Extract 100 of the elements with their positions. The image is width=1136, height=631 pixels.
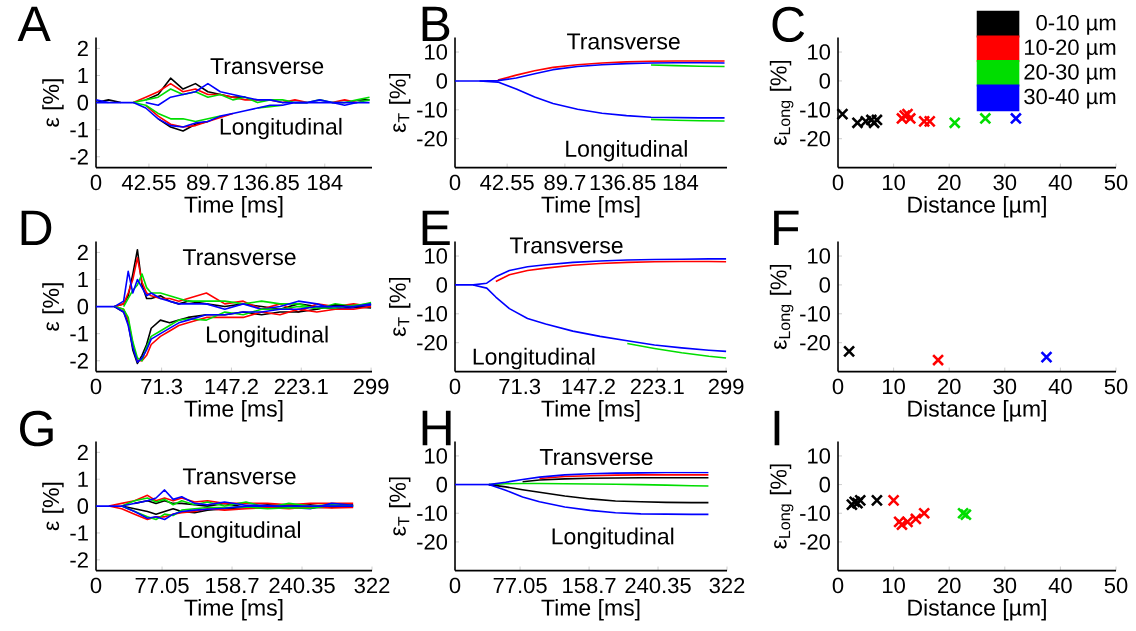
annotation: Transverse	[182, 249, 296, 266]
x-tick-label: 77.05	[135, 577, 189, 594]
x-tick-label: 240.35	[625, 577, 691, 594]
annotation: Transverse	[210, 58, 324, 75]
x-tick-label: 40	[1048, 577, 1072, 594]
y-axis-title: ε [%]	[42, 483, 64, 531]
y-tick-label: -2	[70, 353, 88, 369]
y-tick-label: -10	[800, 505, 831, 522]
y-tick-label: -10	[417, 505, 448, 522]
annotation: Transverse	[567, 33, 680, 50]
x-tick-label: 0	[832, 174, 844, 191]
chart-title: C	[772, 6, 805, 43]
x-tick-label: 10	[883, 577, 905, 594]
y-tick-label: 1	[78, 471, 88, 487]
x-tick-label: 20	[938, 174, 961, 191]
x-tick-label: 0	[832, 577, 844, 594]
x-tick-label: 0	[449, 378, 461, 395]
annotation: Transverse	[182, 468, 296, 485]
chart-title: E	[422, 210, 450, 246]
y-tick-label: 10	[425, 448, 448, 464]
y-axis-title: ε$_{T}$ [%]	[388, 477, 411, 536]
y-tick-label: -1	[70, 525, 88, 541]
x-tick-label: 136.85	[234, 174, 299, 191]
y-tick-label: -2	[70, 552, 88, 568]
x-tick-label: 30	[993, 577, 1017, 594]
x-tick-label: 299	[353, 378, 389, 395]
x-axis-title: Distance [µm]	[908, 400, 1046, 422]
x-tick-label: 158.7	[563, 577, 616, 594]
y-tick-label: -20	[417, 534, 448, 550]
y-tick-label: -1	[70, 122, 88, 138]
y-tick-label: 2	[77, 444, 88, 461]
y-tick-label: -10	[800, 102, 831, 118]
y-tick-label: 2	[77, 40, 88, 57]
y-tick-label: -2	[70, 149, 88, 165]
x-tick-label: 71.3	[499, 378, 541, 395]
x-axis-title: Time [ms]	[541, 400, 640, 422]
y-tick-label: -20	[417, 131, 448, 147]
y-tick-label: -1	[70, 326, 88, 342]
y-axis-title: ε$_{Long}$ [%]	[769, 464, 794, 549]
legend-label: 10-20 µm	[1024, 39, 1116, 60]
y-tick-label: -10	[417, 306, 448, 322]
annotation: Longitudinal	[552, 527, 674, 550]
x-tick-label: 50	[1104, 174, 1128, 191]
x-tick-label: 147.2	[562, 378, 615, 395]
x-tick-label: 299	[708, 378, 744, 395]
y-tick-label: 0	[77, 299, 89, 315]
y-tick-label: 10	[808, 248, 831, 265]
x-tick-label: 322	[709, 577, 745, 594]
x-tick-label: 30	[993, 174, 1017, 191]
y-tick-label: 0	[819, 73, 831, 89]
annotation: Longitudinal	[473, 348, 595, 370]
x-tick-label: 10	[883, 378, 905, 395]
x-tick-label: 89.7	[187, 174, 228, 191]
annotation: Longitudinal	[179, 521, 300, 543]
x-tick-label: 184	[308, 174, 343, 191]
y-tick-label: 0	[436, 73, 448, 89]
chart-title: A	[17, 6, 51, 42]
chart-title: B	[422, 6, 450, 42]
y-tick-label: -20	[800, 131, 831, 147]
x-axis-title: Time [ms]	[184, 400, 283, 422]
x-tick-label: 136.85	[590, 174, 656, 191]
y-tick-label: 0	[77, 498, 89, 515]
x-tick-label: 147.2	[205, 378, 258, 395]
y-tick-label: -20	[417, 335, 448, 351]
chart-title: G	[20, 411, 53, 447]
y-tick-label: 0	[819, 477, 831, 493]
y-tick-label: 0	[436, 477, 448, 493]
x-tick-label: 50	[1104, 577, 1128, 594]
y-axis-title: ε [%]	[42, 283, 64, 331]
y-axis-title: ε$_{Long}$ [%]	[769, 61, 794, 146]
x-tick-label: 0	[832, 378, 844, 395]
x-tick-label: 322	[354, 577, 390, 594]
x-tick-label: 223.1	[630, 378, 684, 395]
x-axis-title: Distance [µm]	[908, 599, 1046, 621]
legend-label: 30-40 µm	[1024, 88, 1116, 109]
x-axis-title: Time [ms]	[184, 599, 283, 621]
chart-title: H	[422, 411, 451, 446]
x-tick-label: 20	[938, 577, 961, 594]
y-tick-label: 10	[808, 448, 831, 464]
annotation: Longitudinal	[220, 118, 342, 140]
x-tick-label: 0	[449, 174, 461, 191]
x-tick-label: 223.1	[274, 378, 328, 395]
annotation: Transverse	[539, 449, 653, 466]
y-tick-label: 2	[77, 244, 88, 261]
legend-label: 20-30 µm	[1024, 64, 1116, 85]
x-tick-label: 0	[90, 174, 102, 191]
chart-title: F	[774, 210, 799, 246]
y-tick-label: 10	[425, 248, 448, 265]
y-tick-label: -20	[800, 534, 831, 550]
x-axis-title: Time [ms]	[184, 196, 283, 218]
x-tick-label: 71.3	[141, 378, 183, 395]
x-tick-label: 10	[883, 174, 905, 191]
legend-label: 0-10 µm	[1036, 15, 1116, 36]
x-tick-label: 20	[938, 378, 961, 395]
annotation: Transverse	[509, 237, 623, 254]
y-tick-label: 1	[78, 272, 88, 288]
y-axis-title: ε [%]	[42, 79, 64, 127]
y-tick-label: -10	[417, 102, 448, 118]
x-tick-label: 77.05	[493, 577, 547, 594]
y-tick-label: -10	[800, 306, 831, 322]
